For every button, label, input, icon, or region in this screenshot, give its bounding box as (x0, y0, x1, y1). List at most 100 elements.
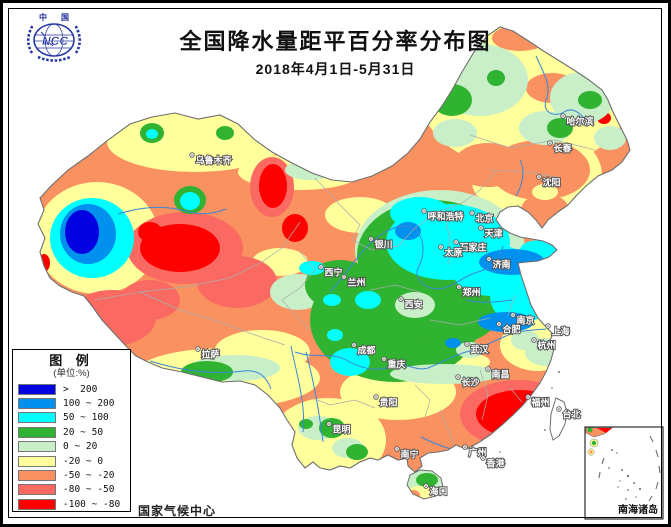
city-label: 长春 (554, 143, 573, 154)
city-南宁: 南宁 (394, 446, 419, 460)
city-南京: 南京 (510, 312, 535, 326)
legend-swatch (18, 383, 56, 395)
city-长沙: 长沙 (455, 374, 480, 388)
city-label: 太原 (444, 247, 463, 258)
city-label: 济南 (493, 259, 511, 270)
legend-row: 20 ~ 50 (18, 425, 125, 439)
city-西安: 西安 (398, 296, 423, 310)
city-太原: 太原 (438, 244, 463, 258)
legend-swatch (18, 498, 56, 510)
province-borders (94, 134, 596, 449)
inset-island-dots (608, 449, 642, 500)
city-label: 长沙 (462, 377, 480, 388)
city-label: 台北 (563, 409, 581, 420)
legend-swatch (18, 398, 56, 410)
ncc-logo: 中 国 NCC (26, 12, 82, 62)
legend-title: 图 例 (49, 353, 94, 368)
legend-range-label: -80 ~ -50 (63, 484, 115, 496)
city-沈阳: 沈阳 (536, 174, 561, 188)
legend-range-label: -50 ~ -20 (63, 470, 115, 482)
inset-label: 南海诸岛 (618, 503, 658, 516)
city-label: 广州 (469, 447, 487, 458)
map-subtitle: 2018年4月1日-5月31日 (255, 61, 416, 77)
city-label: 昆明 (333, 425, 351, 435)
city-重庆: 重庆 (381, 356, 406, 370)
legend-swatch (18, 426, 56, 438)
city-label: 呼和浩特 (428, 211, 464, 222)
legend-box: 图 例 (单位:%) > 200 100 ~ 200 50 ~ 100 20 ~ 50… (12, 349, 131, 512)
city-郑州: 郑州 (456, 284, 481, 298)
city-label: 拉萨 (202, 349, 220, 360)
city-长春: 长春 (547, 140, 573, 154)
legend-row: 100 ~ 200 (18, 396, 125, 410)
legend-range-label: > 200 (63, 383, 98, 395)
city-label: 石家庄 (459, 242, 487, 253)
credit-text: 国家气候中心 (138, 504, 217, 518)
legend-range-label: -20 ~ 0 (63, 455, 104, 467)
legend-row: 50 ~ 100 (18, 411, 125, 425)
map-title: 全国降水量距平百分率分布图 (179, 29, 492, 54)
legend-rows: > 200 100 ~ 200 50 ~ 100 20 ~ 50 0 ~ 20 -20 ~… (18, 382, 125, 512)
city-label: 沈阳 (543, 177, 561, 188)
city-北京: 北京 (469, 210, 494, 224)
city-广州: 广州 (462, 444, 487, 458)
city-天津: 天津 (478, 225, 503, 239)
city-label: 福州 (531, 397, 550, 408)
legend-swatch (18, 470, 56, 482)
logo-country-left: 中 (39, 12, 47, 22)
legend-swatch (18, 455, 56, 467)
city-label: 西宁 (325, 267, 343, 278)
city-label: 杭州 (538, 340, 556, 351)
city-label: 武汉 (471, 344, 490, 355)
globe-icon (33, 23, 75, 57)
legend-row: 0 ~ 20 (18, 440, 125, 454)
south-china-sea-inset: 南海诸岛 (584, 426, 664, 520)
offshore-island-dots (499, 370, 561, 453)
city-成都: 成都 (351, 342, 376, 356)
city-label: 贵阳 (380, 397, 398, 408)
city-银川: 银川 (368, 236, 393, 250)
city-label: 南宁 (401, 449, 419, 460)
city-label: 南昌 (492, 369, 510, 380)
city-label: 南京 (517, 315, 535, 326)
city-label: 郑州 (463, 287, 481, 298)
legend-row: -100 ~ -80 (18, 497, 125, 511)
city-杭州: 杭州 (531, 337, 556, 351)
legend-unit: (单位:%) (53, 368, 90, 379)
city-label: 乌鲁木齐 (196, 155, 233, 166)
legend-row: -20 ~ 0 (18, 454, 125, 468)
city-哈尔滨: 哈尔滨 (560, 113, 594, 127)
city-label: 西安 (405, 299, 423, 310)
china-coastline (37, 26, 631, 473)
city-济南: 济南 (486, 256, 511, 270)
legend-range-label: 20 ~ 50 (63, 426, 104, 438)
legend-range-label: 0 ~ 20 (63, 441, 98, 453)
legend-range-label: -100 ~ -80 (63, 498, 121, 510)
city-label: 合肥 (503, 324, 521, 335)
city-label: 天津 (485, 228, 503, 239)
city-乌鲁木齐: 乌鲁木齐 (189, 152, 233, 166)
legend-swatch (18, 412, 56, 424)
city-南昌: 南昌 (485, 366, 510, 380)
inset-dash-line (598, 435, 661, 502)
logo-country-right: 国 (61, 12, 69, 22)
legend-range-label: 100 ~ 200 (63, 398, 115, 410)
city-台北: 台北 (556, 406, 581, 420)
legend-row: > 200 (18, 382, 125, 396)
city-西宁: 西宁 (318, 264, 343, 278)
city-呼和浩特: 呼和浩特 (421, 208, 464, 222)
city-label: 北京 (476, 213, 494, 224)
logo-acronym: NCC (42, 34, 68, 48)
city-武汉: 武汉 (464, 341, 490, 355)
city-label: 哈尔滨 (567, 116, 594, 127)
city-label: 兰州 (348, 277, 366, 288)
city-label: 成都 (358, 345, 376, 356)
legend-swatch (18, 484, 56, 496)
city-label: 重庆 (388, 359, 406, 370)
city-香港: 香港 (480, 455, 506, 469)
city-label: 海口 (430, 486, 448, 497)
legend-row: -50 ~ -20 (18, 468, 125, 482)
